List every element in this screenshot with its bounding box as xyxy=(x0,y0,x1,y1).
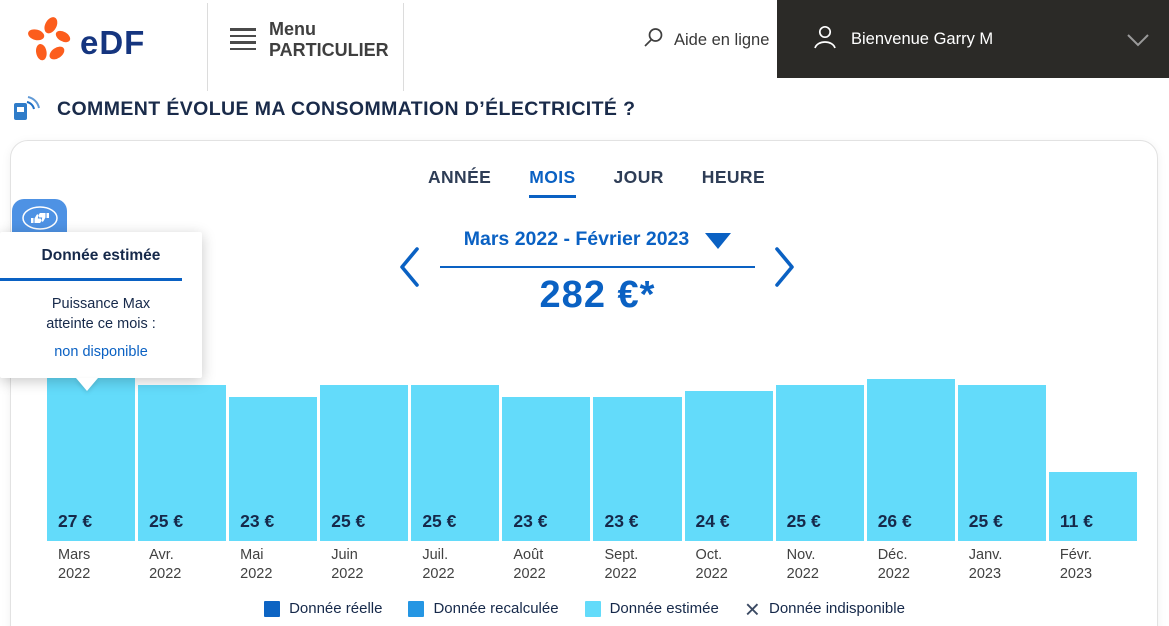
bar-value-label: 23 € xyxy=(513,511,548,531)
granularity-tabs: ANNÉE MOIS JOUR HEURE xyxy=(12,167,1169,198)
legend-swatch-icon xyxy=(408,600,425,617)
bar-tooltip: Donnée estimée Puissance Max atteinte ce… xyxy=(0,232,202,379)
bar-value-label: 26 € xyxy=(877,511,912,531)
bar-value-label: 25 € xyxy=(422,511,457,531)
previous-period-button[interactable] xyxy=(396,246,422,293)
bar-juil-2022[interactable]: 25 € xyxy=(411,384,500,541)
search-icon xyxy=(643,27,664,53)
tooltip-body: Puissance Max atteinte ce mois : xyxy=(46,296,156,332)
bar-value-label: 24 € xyxy=(695,511,730,531)
month-label: Mai 2022 xyxy=(240,547,273,583)
page-title-row: COMMENT ÉVOLUE MA CONSOMMATION D’ÉLECTRI… xyxy=(10,92,635,129)
bar-value-label: 27 € xyxy=(58,511,93,531)
period-divider xyxy=(440,266,755,268)
thumbs-feedback-icon xyxy=(18,203,62,242)
tab-mois[interactable]: MOIS xyxy=(529,167,576,198)
top-header: eDF Menu PARTICULIER Aide en ligne Bienv… xyxy=(0,0,1169,91)
month-label: Oct. 2022 xyxy=(695,547,728,583)
menu-label: Menu PARTICULIER xyxy=(269,19,389,60)
month-label: Juin 2022 xyxy=(331,547,364,583)
bar-mai-2022[interactable]: 23 € xyxy=(229,397,318,541)
legend-label: Donnée estimée xyxy=(609,600,719,617)
legend-item-donn-e-recalcul-e: Donnée recalculée xyxy=(408,600,559,617)
chart-legend: Donnée réelle Donnée recalculée Donnée est… xyxy=(0,593,1169,624)
bar-value-label: 23 € xyxy=(604,511,639,531)
legend-item-donn-e-estim-e: Donnée estimée xyxy=(584,600,719,617)
legend-item-donn-e-r-elle: Donnée réelle xyxy=(264,600,382,617)
bar-déc-2022[interactable]: 26 € xyxy=(866,378,955,541)
month-label: Sept. 2022 xyxy=(604,547,639,583)
month-label: Janv. 2023 xyxy=(968,547,1003,583)
edf-logo[interactable]: eDF xyxy=(24,12,145,73)
bar-nov-2022[interactable]: 25 € xyxy=(775,384,864,541)
month-label: Févr. 2023 xyxy=(1059,547,1093,583)
main-menu-button[interactable]: Menu PARTICULIER xyxy=(207,3,404,91)
month-label: Août 2022 xyxy=(513,547,546,583)
bar-value-label: 11 € xyxy=(1059,511,1093,531)
bar-avr-2022[interactable]: 25 € xyxy=(138,384,227,541)
bar-sept-2022[interactable]: 23 € xyxy=(593,397,682,541)
tooltip-divider xyxy=(0,278,182,281)
bar-value-label: 25 € xyxy=(786,511,821,531)
period-range-label: Mars 2022 - Février 2023 xyxy=(463,228,690,250)
legend-label: Donnée recalculée xyxy=(433,600,559,617)
bar-value-label: 25 € xyxy=(968,511,1003,531)
online-help-link[interactable]: Aide en ligne xyxy=(643,0,769,80)
month-label: Mars 2022 xyxy=(58,547,91,583)
bar-oct-2022[interactable]: 24 € xyxy=(684,391,773,541)
period-dropdown[interactable]: Mars 2022 - Février 2023 xyxy=(440,228,755,251)
online-help-label: Aide en ligne xyxy=(674,30,770,49)
tab-annee[interactable]: ANNÉE xyxy=(427,167,492,187)
next-period-button[interactable] xyxy=(772,246,798,293)
bar-août-2022[interactable]: 23 € xyxy=(502,397,591,541)
edf-logo-text: eDF xyxy=(80,23,146,61)
bar-value-label: 25 € xyxy=(149,511,184,531)
welcome-label: Bienvenue Garry M xyxy=(851,29,994,48)
month-label: Avr. 2022 xyxy=(149,547,182,583)
legend-label: Donnée indisponible xyxy=(768,600,905,617)
hamburger-icon xyxy=(230,28,256,50)
bar-group: 27 € 25 € 23 € 25 € 25 € 23 € 23 € 24 € 25 € 26 €… xyxy=(47,371,1137,541)
legend-item-donn-e-indisponible: × Donnée indisponible xyxy=(744,593,905,624)
page-title: COMMENT ÉVOLUE MA CONSOMMATION D’ÉLECTRI… xyxy=(57,98,636,120)
consumption-card xyxy=(10,140,1158,626)
bar-value-label: 25 € xyxy=(331,511,366,531)
tab-jour[interactable]: JOUR xyxy=(613,167,664,187)
legend-swatch-icon xyxy=(264,600,281,617)
tab-heure[interactable]: HEURE xyxy=(701,167,766,187)
x-mark-icon: × xyxy=(744,593,760,624)
bar-value-label: 23 € xyxy=(240,511,275,531)
legend-label: Donnée réelle xyxy=(289,600,383,617)
chevron-down-icon xyxy=(1125,32,1151,53)
bar-juin-2022[interactable]: 25 € xyxy=(320,384,409,541)
month-label: Déc. 2022 xyxy=(877,547,910,583)
month-label: Nov. 2022 xyxy=(786,547,819,583)
month-labels: Mars 2022 Avr. 2022 Mai 2022 Juin 2022 Juil. 2022… xyxy=(47,546,1137,584)
bar-janv-2023[interactable]: 25 € xyxy=(957,384,1046,541)
dropdown-caret-icon xyxy=(705,233,732,249)
smart-meter-icon xyxy=(10,92,40,129)
tooltip-link[interactable]: non disponible xyxy=(54,344,148,361)
tooltip-title: Donnée estimée xyxy=(41,247,161,264)
user-account-menu[interactable]: Bienvenue Garry M xyxy=(777,0,1169,78)
edf-flame-icon xyxy=(24,12,76,73)
legend-swatch-icon xyxy=(584,600,601,617)
period-total-amount: 282 €* xyxy=(539,274,656,316)
person-icon xyxy=(811,23,839,56)
bar-mars-2022[interactable]: 27 € xyxy=(47,372,136,541)
month-label: Juil. 2022 xyxy=(422,547,455,583)
bar-févr-2023[interactable]: 11 € xyxy=(1048,472,1137,541)
